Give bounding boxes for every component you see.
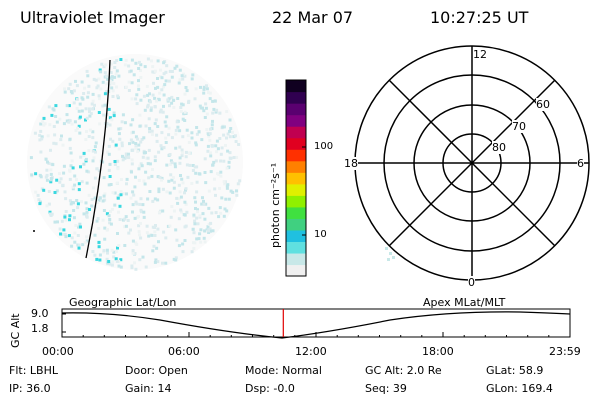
lat-label-70: 70 xyxy=(512,120,526,133)
status-glat: GLat: 58.9 xyxy=(486,364,544,377)
observation-time: 10:27:25 UT xyxy=(430,8,529,27)
colorbar-swatch xyxy=(286,195,306,208)
timeline-xtick-1200: 12:00 xyxy=(295,345,327,358)
mlt-label-dawn: 6 xyxy=(577,157,584,170)
status-mode: Mode: Normal xyxy=(245,364,322,377)
timeline-xtick-0000: 00:00 xyxy=(42,345,74,358)
timeline-ytick-min: 1.8 xyxy=(31,322,49,335)
altitude-curve xyxy=(61,311,571,339)
timeline-ytick-max: 9.0 xyxy=(31,307,49,320)
timeline-xtick-marks xyxy=(61,332,571,337)
mlt-label-dusk: 18 xyxy=(344,157,358,170)
colorbar-swatch xyxy=(286,126,306,139)
colorbar-swatch xyxy=(286,218,306,231)
lat-label-60: 60 xyxy=(536,98,550,111)
colorbar-swatch xyxy=(286,229,306,243)
terminator-line xyxy=(85,59,111,259)
status-ip: IP: 36.0 xyxy=(9,382,51,395)
status-seq: Seq: 39 xyxy=(365,382,407,395)
colorbar-swatch xyxy=(286,114,306,127)
mlt-label-noon: 12 xyxy=(473,48,487,61)
colorbar-frame xyxy=(285,79,307,277)
polar-diagonal-2 xyxy=(388,79,556,247)
timeline-xtick-2359: 23:59 xyxy=(549,345,581,358)
colorbar-swatch xyxy=(286,103,306,116)
colorbar-scale xyxy=(286,80,306,277)
colorbar-swatch xyxy=(286,206,306,219)
timeline-left-label: Geographic Lat/Lon xyxy=(69,296,177,309)
colorbar-swatch xyxy=(286,91,306,104)
colorbar-swatch xyxy=(286,172,306,185)
mlt-label-midnight: 0 xyxy=(468,276,475,289)
colorbar-swatch xyxy=(286,264,306,277)
timeline-xtick-1800: 18:00 xyxy=(422,345,454,358)
frame-marker xyxy=(33,230,35,232)
timeline-xtick-0600: 06:00 xyxy=(168,345,200,358)
status-door: Door: Open xyxy=(125,364,188,377)
status-filter: Flt: LBHL xyxy=(9,364,58,377)
observation-date: 22 Mar 07 xyxy=(272,8,354,27)
colorbar-swatch xyxy=(286,252,306,266)
polar-emission-speckles xyxy=(385,247,395,261)
colorbar-swatch xyxy=(286,183,306,196)
status-gc-alt: GC Alt: 2.0 Re xyxy=(365,364,442,377)
status-glon: GLon: 169.4 xyxy=(486,382,553,395)
status-gain: Gain: 14 xyxy=(125,382,172,395)
status-dsp: Dsp: -0.0 xyxy=(245,382,295,395)
image-disc xyxy=(27,54,243,270)
colorbar-tick-label-10: 10 xyxy=(314,229,327,240)
lat-label-80: 80 xyxy=(492,141,506,154)
colorbar-swatch xyxy=(286,241,306,254)
colorbar-swatch xyxy=(286,80,306,93)
colorbar-swatch xyxy=(286,160,306,173)
instrument-title: Ultraviolet Imager xyxy=(20,8,165,27)
colorbar-swatch xyxy=(286,137,306,150)
colorbar-swatch xyxy=(286,149,306,162)
emission-speckles xyxy=(29,57,242,271)
timeline-right-label: Apex MLat/MLT xyxy=(423,296,506,309)
colorbar-tick-label-100: 100 xyxy=(314,141,334,152)
